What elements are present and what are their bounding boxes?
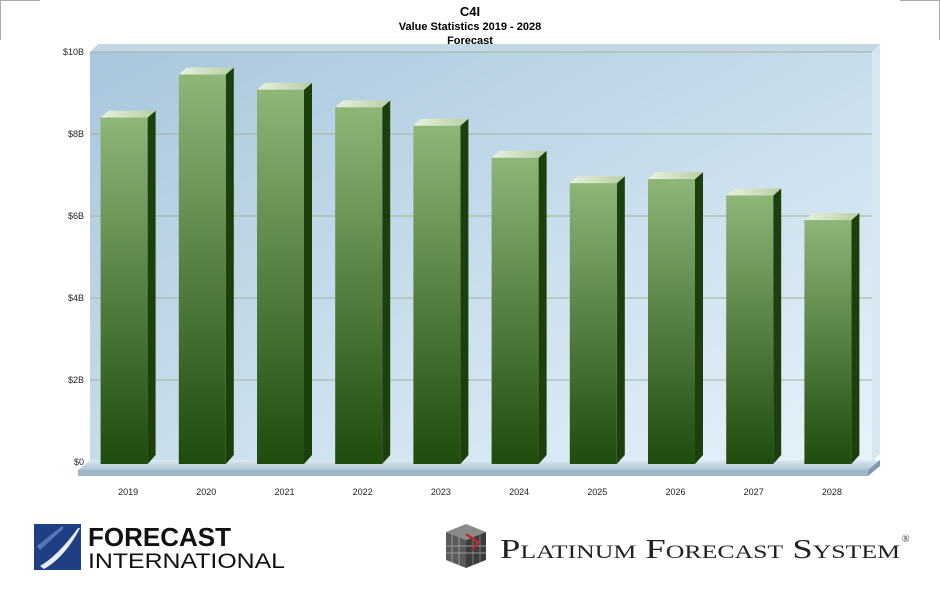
bar-side bbox=[382, 100, 391, 464]
bar-top bbox=[804, 213, 860, 221]
bar-side bbox=[538, 150, 547, 464]
x-tick-label: 2025 bbox=[587, 487, 607, 497]
y-tick-label: $0 bbox=[74, 457, 84, 467]
bar bbox=[569, 183, 617, 464]
chart-subtitle: Value Statistics 2019 - 2028 bbox=[398, 21, 542, 33]
cube-icon bbox=[446, 524, 486, 568]
bar bbox=[648, 179, 695, 464]
fi-logo-line2: INTERNATIONAL bbox=[88, 550, 285, 572]
plot-area: $0 $2B $4B $6B $8B $10B 2019 2020 2021 2022 2023 20… bbox=[63, 44, 880, 497]
plot-top-edge bbox=[90, 44, 880, 52]
bar-side bbox=[695, 172, 703, 464]
y-tick-label: $8B bbox=[68, 129, 84, 139]
bar-side bbox=[773, 188, 782, 464]
x-tick-label: 2022 bbox=[353, 487, 373, 497]
bar-top bbox=[569, 176, 625, 184]
y-tick-label: $10B bbox=[63, 47, 84, 57]
bar-top bbox=[648, 172, 703, 180]
bar-side bbox=[460, 118, 469, 465]
fi-logo-line1: FORECAST bbox=[88, 522, 231, 552]
y-tick-label: $2B bbox=[68, 375, 84, 385]
x-tick-label: 2028 bbox=[822, 487, 842, 497]
plot-side-wall bbox=[872, 44, 880, 462]
registered-mark: ® bbox=[902, 534, 910, 545]
bar bbox=[804, 220, 852, 464]
chart-floor-front bbox=[78, 470, 868, 476]
crop-mark bbox=[0, 0, 1, 40]
chart-floor-side bbox=[868, 460, 880, 476]
bar-side bbox=[147, 110, 156, 464]
bar-side bbox=[851, 213, 860, 464]
bar bbox=[491, 157, 539, 464]
x-tick-label: 2023 bbox=[431, 487, 451, 497]
crop-mark bbox=[0, 0, 40, 1]
bar bbox=[257, 89, 304, 464]
bar bbox=[178, 74, 226, 465]
bar-top bbox=[257, 82, 312, 90]
bar bbox=[726, 195, 774, 464]
x-tick-label: 2020 bbox=[196, 487, 216, 497]
x-tick-label: 2019 bbox=[118, 487, 138, 497]
bar bbox=[335, 107, 383, 464]
bar-side bbox=[616, 176, 625, 464]
bar-top bbox=[726, 188, 782, 196]
bar-top bbox=[413, 118, 469, 126]
bar-top bbox=[100, 110, 156, 118]
y-tick-label: $6B bbox=[68, 211, 84, 221]
pfs-logo-text: Platinum Forecast System bbox=[500, 534, 900, 564]
bar-side bbox=[225, 67, 234, 465]
bar bbox=[413, 125, 461, 465]
platinum-forecast-system-logo: Platinum Forecast System ® bbox=[446, 524, 910, 568]
x-tick-label: 2027 bbox=[744, 487, 764, 497]
x-tick-label: 2026 bbox=[665, 487, 685, 497]
bar-top bbox=[335, 100, 391, 108]
bar-top bbox=[491, 150, 547, 158]
x-tick-label: 2021 bbox=[274, 487, 294, 497]
y-tick-label: $4B bbox=[68, 293, 84, 303]
bar bbox=[100, 117, 148, 464]
crop-mark bbox=[900, 0, 940, 1]
bar-side bbox=[304, 82, 312, 464]
x-tick-label: 2024 bbox=[509, 487, 529, 497]
forecast-international-logo: FORECAST INTERNATIONAL bbox=[34, 522, 285, 572]
chart-title: C4I bbox=[459, 4, 481, 19]
bar-top bbox=[178, 67, 234, 75]
